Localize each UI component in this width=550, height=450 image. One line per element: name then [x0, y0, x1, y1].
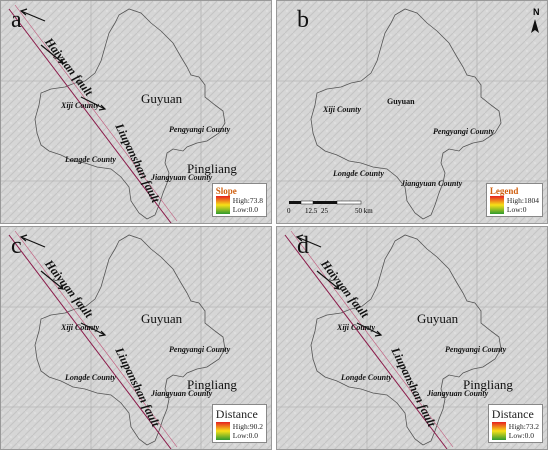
legend-title: Slope [215, 186, 237, 196]
haiyuan-fault-line [284, 234, 448, 449]
pengyang-label: Pengyangi County [445, 345, 507, 354]
legend-high: High:1804 [506, 196, 539, 205]
pingliang-label: Pingliang [187, 377, 237, 392]
panel-a-slope: a Haiyuan fault Liupanshan fault Guyuan … [0, 0, 272, 224]
haiyuan-fault-line [8, 234, 172, 449]
liupanshan-fault-line [14, 230, 178, 448]
map-slope [1, 1, 271, 223]
panel-letter: b [297, 7, 309, 33]
legend-title: Legend [489, 186, 519, 196]
xiji-label: Xiji County [61, 323, 100, 332]
jiangyuan-label: Jiangyuan County [427, 389, 489, 398]
map-distance-c [1, 227, 271, 449]
grid-lines [1, 227, 271, 449]
fault-arrow-icon [356, 322, 383, 337]
scale-bar [289, 200, 362, 205]
grid-lines [277, 227, 547, 449]
pengyang-label: Pengyangi County [169, 345, 231, 354]
legend-low: Low:0.0 [232, 431, 258, 440]
pengyang-label: Pengyangi County [433, 127, 495, 136]
legend-color-ramp [489, 196, 504, 214]
guyuan-label: Guyuan [417, 311, 459, 326]
legend-title: Distance [491, 407, 534, 421]
fault-arrow-icon [40, 44, 65, 64]
legend-color-ramp [215, 422, 230, 440]
xiji-label: Xiji County [323, 105, 362, 114]
longde-label: Longde County [65, 155, 116, 164]
legend-high: High:73.8 [232, 196, 263, 205]
longde-label: Longde County [65, 373, 116, 382]
legend-color-ramp [491, 422, 506, 440]
grid-lines [277, 1, 547, 223]
pingliang-label: Pingliang [463, 377, 513, 392]
legend-high: High:73.2 [508, 422, 539, 431]
jiangyuan-label: Jiangyuan County [151, 389, 213, 398]
scale-tick-3: 50 km [355, 207, 373, 215]
panel-letter: c [11, 233, 22, 259]
liupanshan-fault-line [290, 230, 454, 448]
north-arrow-icon [531, 19, 539, 33]
panel-letter: a [11, 7, 22, 33]
map-distance-d [277, 227, 547, 449]
guyuan-label: Guyuan [387, 97, 415, 106]
fault-arrow-icon [316, 270, 341, 290]
north-label: N [533, 7, 540, 17]
xiji-label: Xiji County [337, 323, 376, 332]
fault-arrow-icon [80, 322, 107, 337]
legend-low: Low:0.0 [508, 431, 534, 440]
jiangyuan-label: Jiangyuan County [401, 179, 463, 188]
scale-tick-0: 0 [287, 207, 291, 215]
jiangyuan-label: Jiangyuan County [151, 173, 213, 182]
xiji-label: Xiji County [61, 101, 100, 110]
legend-distance-d: Distance High:73.2 Low:0.0 [487, 404, 543, 443]
legend-slope: Slope High:73.8 Low:0.0 [211, 183, 267, 217]
panel-c-distance: c Haiyuan fault Liupanshan fault Guyuan … [0, 226, 272, 450]
legend-title: Distance [215, 407, 258, 421]
grid-lines [1, 1, 271, 223]
haiyuan-fault-line [8, 8, 172, 223]
liupanshan-fault-line [14, 4, 178, 222]
legend-high: High:90.2 [232, 422, 263, 431]
fault-arrow-icon [80, 96, 107, 111]
fault-arrow-icon [19, 8, 46, 22]
longde-label: Longde County [341, 373, 392, 382]
legend-low: Low:0.0 [232, 205, 258, 214]
legend-distance-c: Distance High:90.2 Low:0.0 [211, 404, 267, 443]
pingliang-label: Pingliang [187, 161, 237, 176]
panel-letter: d [297, 233, 309, 259]
guyuan-label: Guyuan [141, 91, 183, 106]
scale-tick-1: 12.5 [305, 207, 318, 215]
panel-d-distance: d Haiyuan fault Liupanshan fault Guyuan … [276, 226, 548, 450]
legend-color-ramp [215, 196, 230, 214]
fault-arrow-icon [19, 234, 46, 248]
longde-label: Longde County [333, 169, 384, 178]
scale-tick-2: 25 [321, 207, 328, 215]
legend-elevation: Legend High:1804 Low:0 [485, 183, 543, 217]
panel-b-elevation: b N Guyuan Xiji County Pengyangi County … [276, 0, 548, 224]
guyuan-label: Guyuan [141, 311, 183, 326]
pengyang-label: Pengyangi County [169, 125, 231, 134]
legend-low: Low:0 [506, 205, 527, 214]
fault-arrow-icon [40, 270, 65, 290]
fault-arrow-icon [295, 234, 322, 248]
